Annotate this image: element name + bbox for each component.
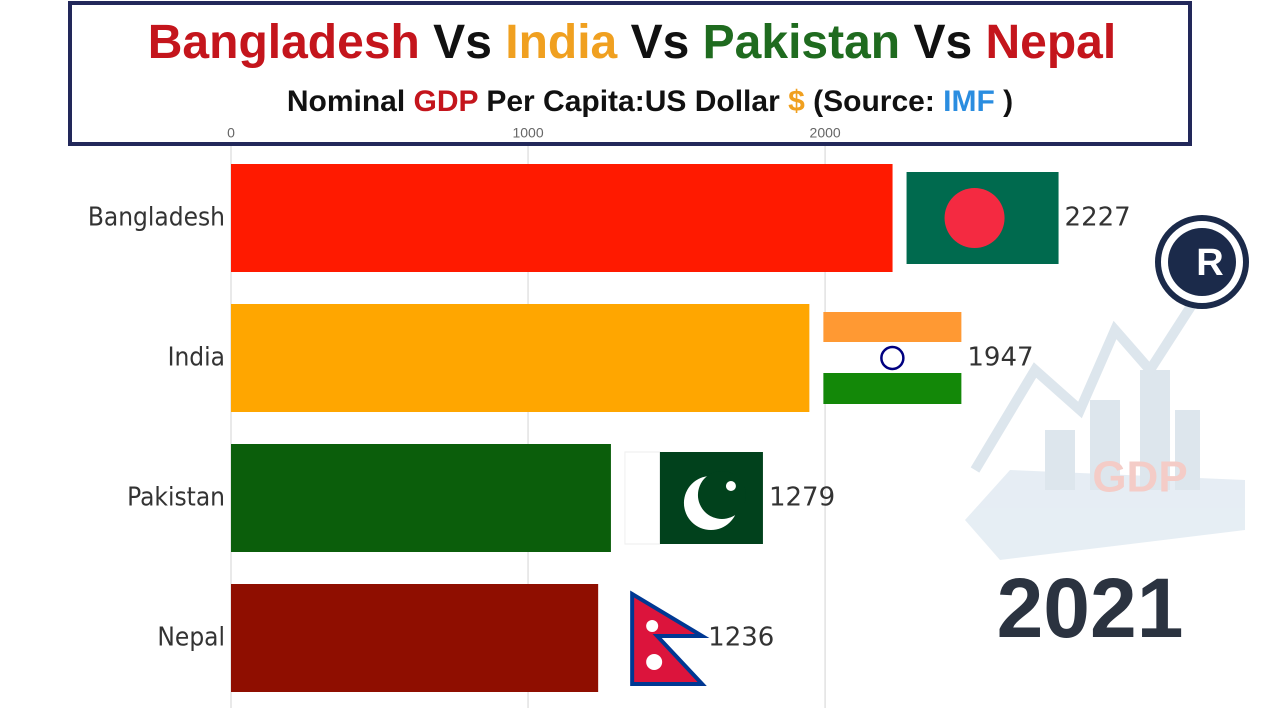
title-part: Nepal [986,16,1117,69]
flag [630,590,710,686]
x-tick-label: 1000 [512,125,543,141]
svg-text:GDP: GDP [1092,453,1187,502]
flag-icon [823,312,962,404]
value-label: 2227 [1065,203,1131,233]
chart-subtitle: Nominal GDP Per Capita:US Dollar $ (Sour… [287,85,1013,118]
flag [646,654,663,670]
value-label: 1279 [769,483,835,513]
title-part: Pakistan [703,16,900,69]
gdp-graphic: GDP [965,297,1245,560]
y-tick-label: Pakistan [127,483,225,513]
flag [624,451,661,545]
bar [231,304,810,412]
title-box [68,1,1192,146]
flag [823,373,962,404]
flag [823,312,962,342]
subtitle-part: GDP [414,85,478,118]
flag [646,620,659,632]
title-part: Vs [631,16,690,69]
svg-text:R: R [1196,242,1223,284]
title-part: Vs [913,16,972,69]
value-label: 1947 [967,343,1033,373]
period-label: 2021 [997,561,1184,655]
flag [944,188,1005,248]
subtitle-part: Per Capita:US Dollar [486,85,780,118]
bar [231,444,611,552]
y-tick-label: Bangladesh [88,203,225,233]
x-tick-label: 2000 [810,125,841,141]
flag [880,345,905,371]
title-part: India [505,16,617,69]
value-label: 1236 [708,623,774,653]
subtitle-part: IMF [943,85,995,118]
logo: R [1155,215,1249,309]
chart-title: Bangladesh Vs India Vs Pakistan Vs Nepal [148,16,1116,69]
subtitle-part: ) [1003,85,1013,118]
y-tick-label: India [168,343,225,373]
y-tick-label: Nepal [157,623,225,653]
flag-icon [624,451,763,545]
flag-icon [906,172,1059,264]
subtitle-part: $ [788,85,805,118]
title-part: Bangladesh [148,16,420,69]
flag-icon [630,590,710,686]
subtitle-part: (Source: [813,85,935,118]
title-part: Vs [433,16,492,69]
flag [725,481,736,491]
flag [697,471,746,519]
subtitle-part: Nominal [287,85,405,118]
bar [231,164,893,272]
bar [231,584,599,692]
x-tick-label: 0 [227,125,235,141]
